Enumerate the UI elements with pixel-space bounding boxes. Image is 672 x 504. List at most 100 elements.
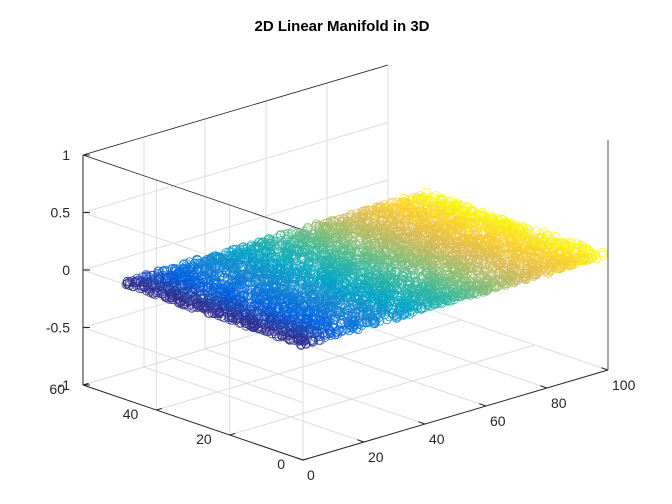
scatter-point bbox=[379, 310, 390, 320]
scatter-point bbox=[335, 295, 346, 306]
scatter-point bbox=[374, 316, 385, 326]
scatter-point bbox=[480, 259, 490, 269]
scatter-point bbox=[478, 285, 489, 296]
scatter-point bbox=[464, 289, 474, 299]
scatter-point bbox=[418, 211, 428, 221]
gridline bbox=[82, 294, 389, 386]
scatter-point bbox=[172, 284, 182, 294]
scatter-point bbox=[234, 279, 245, 290]
scatter-point bbox=[274, 305, 284, 315]
scatter-point bbox=[541, 266, 551, 277]
x-tick-mark bbox=[601, 367, 609, 371]
scatter-point bbox=[555, 263, 565, 273]
scatter-point bbox=[566, 257, 576, 267]
scatter-point bbox=[151, 287, 162, 298]
scatter-point bbox=[344, 325, 354, 336]
scatter-point bbox=[516, 249, 526, 260]
x-tick-label: 20 bbox=[368, 449, 384, 465]
y-tick-mark bbox=[229, 432, 236, 436]
scatter-point bbox=[287, 279, 297, 289]
scatter-point bbox=[421, 187, 431, 198]
scatter-point bbox=[162, 293, 172, 303]
scatter-point bbox=[288, 251, 298, 261]
scatter-point bbox=[204, 308, 215, 318]
scatter-point bbox=[338, 325, 348, 336]
scatter-point bbox=[529, 269, 540, 280]
scatter-point bbox=[209, 265, 220, 276]
scatter-point bbox=[307, 337, 318, 347]
scatter-point bbox=[446, 296, 456, 306]
z-tick-label: 0.5 bbox=[51, 205, 71, 221]
scatter-point bbox=[566, 260, 576, 270]
gridline bbox=[82, 122, 389, 213]
gridline bbox=[156, 319, 462, 411]
y-tick-label: 40 bbox=[123, 406, 139, 422]
scatter-point bbox=[399, 218, 410, 229]
scatter-point bbox=[296, 340, 306, 350]
scatter-point bbox=[368, 239, 378, 250]
scatter-point bbox=[320, 330, 330, 340]
scatter-point bbox=[391, 312, 401, 322]
gridline bbox=[82, 327, 304, 403]
x-tick-label: 60 bbox=[490, 413, 506, 429]
scatter-point bbox=[523, 243, 534, 254]
scatter-point bbox=[326, 330, 336, 340]
scatter-point bbox=[187, 303, 197, 313]
scatter-point bbox=[382, 314, 392, 325]
scatter-point bbox=[509, 277, 519, 288]
scatter-point bbox=[347, 314, 358, 324]
z-tick-label: -1 bbox=[58, 377, 71, 393]
scatter-point bbox=[429, 209, 439, 219]
scatter-point bbox=[555, 260, 566, 270]
scatter-point bbox=[207, 288, 218, 299]
scatter-point bbox=[353, 324, 363, 335]
z-tick-label: 0 bbox=[62, 262, 70, 278]
scatter-point bbox=[289, 266, 299, 276]
scatter-point bbox=[331, 233, 341, 243]
scatter-point bbox=[436, 297, 446, 307]
axes-lines bbox=[82, 140, 609, 461]
scatter-point bbox=[189, 302, 199, 312]
scatter-point bbox=[411, 276, 422, 286]
scatter-point bbox=[465, 290, 476, 300]
x-tick-label: 0 bbox=[307, 467, 315, 483]
y-tick-label: 60 bbox=[49, 381, 65, 397]
gridline bbox=[387, 294, 609, 371]
scatter-point bbox=[220, 268, 230, 279]
scatter-point bbox=[364, 305, 374, 315]
scatter-point bbox=[320, 332, 330, 342]
scatter-point bbox=[408, 307, 418, 317]
scatter-point bbox=[500, 280, 510, 290]
scatter-point bbox=[404, 309, 415, 319]
scatter-point bbox=[508, 277, 519, 287]
scatter-point bbox=[287, 306, 298, 316]
scatter-point bbox=[315, 251, 326, 261]
scatter-point bbox=[384, 311, 394, 322]
scatter-point bbox=[408, 215, 419, 226]
scatter-point bbox=[462, 268, 472, 279]
scatter-point bbox=[259, 276, 269, 286]
scatter-point bbox=[295, 335, 306, 346]
scatter-point bbox=[415, 263, 425, 273]
scatter-point bbox=[121, 279, 131, 290]
scatter-point bbox=[351, 323, 362, 334]
scatter-point bbox=[408, 263, 418, 273]
gridline bbox=[265, 330, 487, 407]
scatter-point bbox=[284, 333, 294, 344]
scatter-point bbox=[392, 313, 402, 323]
scatter-point bbox=[277, 331, 287, 341]
scatter-point bbox=[493, 214, 503, 224]
scatter-point bbox=[427, 259, 437, 269]
scatter-point bbox=[180, 296, 191, 307]
x-tick-mark bbox=[357, 439, 365, 443]
scatter-point bbox=[496, 226, 507, 237]
box-edge bbox=[82, 154, 304, 231]
scatter-point bbox=[484, 248, 495, 258]
scatter-point bbox=[541, 240, 551, 251]
scatter-point bbox=[566, 237, 577, 248]
scatter-point bbox=[530, 269, 541, 279]
scatter-point bbox=[567, 258, 577, 268]
scatter-point bbox=[553, 263, 563, 273]
